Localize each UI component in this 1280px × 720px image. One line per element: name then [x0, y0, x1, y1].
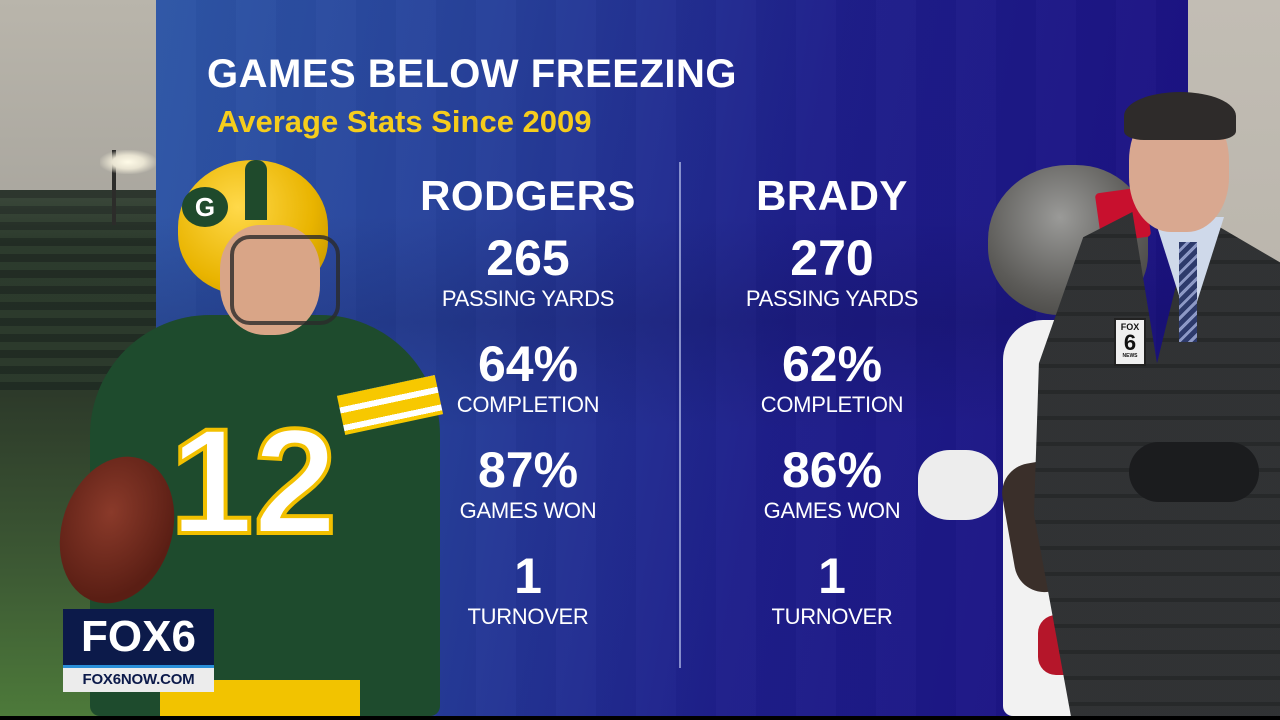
player-name: BRADY [756, 172, 908, 219]
stat-completion: 62% COMPLETION [682, 336, 982, 418]
white-glove [918, 450, 998, 520]
station-url: FOX6NOW.COM [63, 668, 214, 692]
jersey-number: 12 [168, 395, 339, 567]
stat-label: COMPLETION [760, 392, 904, 417]
stat-label: COMPLETION [456, 392, 600, 417]
gloved-hands [1129, 442, 1259, 502]
stat-value: 87% [477, 442, 579, 498]
fox6-logo: FOX6 [63, 609, 214, 668]
light-pole [112, 150, 116, 225]
stat-games-won: 87% GAMES WON [378, 442, 678, 524]
stat-label: TURNOVER [771, 604, 893, 629]
brady-stats-column: BRADY 270 PASSING YARDS 62% COMPLETION 8… [682, 170, 982, 630]
face-mask [230, 235, 340, 325]
stat-value: 64% [477, 336, 579, 392]
stat-value: 62% [781, 336, 883, 392]
player-name: RODGERS [420, 172, 636, 219]
stat-value: 270 [790, 230, 874, 286]
stadium-lights [100, 150, 156, 174]
stat-turnover: 1 TURNOVER [682, 548, 982, 630]
stat-completion: 64% COMPLETION [378, 336, 678, 418]
stat-label: PASSING YARDS [441, 286, 615, 311]
stat-label: GAMES WON [459, 498, 597, 523]
fox6-news-lapel-pin-icon: FOX 6 NEWS [1114, 318, 1146, 366]
stat-value: 265 [486, 230, 570, 286]
striped-tie [1179, 242, 1197, 342]
stat-passing-yards: 270 PASSING YARDS [682, 230, 982, 312]
packers-g-logo-icon: G [182, 187, 228, 227]
stat-turnover: 1 TURNOVER [378, 548, 678, 630]
station-logo-bug: FOX6 FOX6NOW.COM [63, 609, 214, 692]
graphic-subtitle: Average Stats Since 2009 [217, 104, 592, 139]
column-divider [679, 162, 681, 668]
stat-value: 86% [781, 442, 883, 498]
reporter: FOX 6 NEWS [1034, 92, 1280, 716]
stat-passing-yards: 265 PASSING YARDS [378, 230, 678, 312]
stat-label: TURNOVER [467, 604, 589, 629]
reporter-hair [1124, 92, 1236, 140]
helmet-stripe [245, 160, 267, 220]
stat-games-won: 86% GAMES WON [682, 442, 982, 524]
stat-label: GAMES WON [763, 498, 901, 523]
rodgers-stats-column: RODGERS 265 PASSING YARDS 64% COMPLETION… [378, 170, 678, 630]
stat-label: PASSING YARDS [745, 286, 919, 311]
stat-value: 1 [818, 548, 846, 604]
letterbox-bar [0, 716, 1280, 720]
graphic-title: GAMES BELOW FREEZING [207, 52, 737, 96]
stat-value: 1 [514, 548, 542, 604]
